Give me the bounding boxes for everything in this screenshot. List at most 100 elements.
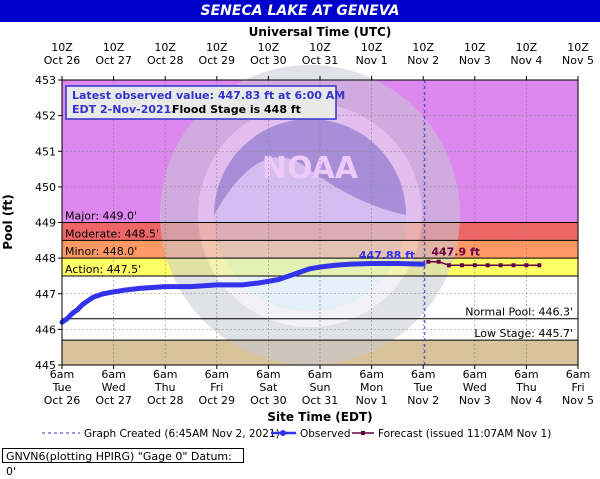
hydrograph-chart: NOAA Major: 449.0' Moderate: 448.5' Minor: … <box>1 25 594 440</box>
observed-point <box>395 261 400 266</box>
x-tick-label-day: Mon <box>360 381 383 394</box>
y-tick-label: 450 <box>35 181 56 194</box>
low-stage-label: Low Stage: 445.7' <box>474 327 573 340</box>
x-tick-label-date: Oct 29 <box>199 394 236 407</box>
stage-label-action: Action: 447.5' <box>65 263 141 276</box>
y-tick-label: 447 <box>35 288 56 301</box>
watermark-text: NOAA <box>262 151 359 186</box>
top-tick-label-date: Nov 2 <box>407 54 439 67</box>
top-tick-label-date: Nov 5 <box>562 54 594 67</box>
x-tick-label-time: 6am <box>101 368 125 381</box>
x-tick-label-time: 6am <box>411 368 435 381</box>
watermark-wave <box>214 157 406 311</box>
x-tick-label-day: Sun <box>310 381 331 394</box>
x-tick-label-date: Nov 2 <box>407 394 439 407</box>
top-tick-label-time: 10Z <box>361 41 383 54</box>
observed-point <box>75 307 80 313</box>
x-tick-label-date: Nov 1 <box>356 394 388 407</box>
x-tick-label-time: 6am <box>256 368 280 381</box>
info-flood-stage: Flood Stage is 448 ft <box>172 103 301 116</box>
forecast-point <box>472 263 477 268</box>
observed-point <box>64 316 70 321</box>
legend-forecast-label: Forecast (issued 11:07AM Nov 1) <box>378 428 551 440</box>
observed-point <box>240 282 245 288</box>
x-tick-label-date: Oct 30 <box>250 394 287 407</box>
x-tick-label-date: Nov 4 <box>510 394 542 407</box>
observed-point <box>348 261 354 267</box>
top-tick-label-time: 10Z <box>206 41 228 54</box>
top-axis-label: Universal Time (UTC) <box>249 25 392 39</box>
x-tick-label-day: Sat <box>259 381 278 394</box>
stage-label-major: Major: 449.0' <box>65 210 137 223</box>
observed-point <box>317 264 323 270</box>
x-tick-label-day: Thu <box>515 381 537 394</box>
x-tick-label-time: 6am <box>153 368 177 381</box>
legend-observed-label: Observed <box>300 428 351 440</box>
x-tick-label-time: 6am <box>514 368 538 381</box>
forecast-point <box>426 259 431 264</box>
observed-point <box>137 286 142 291</box>
observed-point <box>286 273 292 279</box>
top-tick-label-date: Oct 30 <box>250 54 287 67</box>
forecast-first-label: 447.9 ft <box>431 246 480 259</box>
legend-graph-created-label: Graph Created (6:45AM Nov 2, 2021) <box>84 428 280 440</box>
top-tick-label-time: 10Z <box>154 41 176 54</box>
top-tick-label-time: 10Z <box>567 41 589 54</box>
x-tick-label-day: Wed <box>463 381 487 394</box>
top-tick-label-date: Oct 31 <box>302 54 339 67</box>
observed-point <box>188 284 194 289</box>
top-tick-label-date: Oct 28 <box>147 54 184 67</box>
observed-point <box>276 277 282 282</box>
top-tick-label-date: Oct 26 <box>44 54 81 67</box>
forecast-point <box>485 263 490 268</box>
x-tick-label-date: Nov 3 <box>459 394 491 407</box>
forecast-point <box>459 263 464 268</box>
noaa-watermark: NOAA <box>160 65 460 365</box>
y-tick-label: 453 <box>35 74 56 87</box>
observed-last-label: 447.88 ft <box>359 249 415 262</box>
y-tick-label: 445 <box>35 359 56 372</box>
y-tick-label: 451 <box>35 145 56 158</box>
info-latest-value: Latest observed value: 447.83 ft at 6:00… <box>72 89 345 102</box>
x-tick-label-date: Oct 28 <box>147 394 184 407</box>
top-tick-label-time: 10Z <box>412 41 434 54</box>
observed-point <box>333 262 338 268</box>
observed-point <box>297 270 302 275</box>
observed-point <box>266 278 271 284</box>
normal-pool-label: Normal Pool: 446.3' <box>465 306 573 319</box>
datum-footnote: GNVN6(plotting HPIRG) "Gage 0" Datum: 0' <box>2 448 244 478</box>
x-tick-label-time: 6am <box>50 368 74 381</box>
x-axis-label: Site Time (EDT) <box>267 410 372 424</box>
forecast-point <box>537 263 542 268</box>
forecast-point <box>524 263 529 268</box>
forecast-line <box>428 260 540 266</box>
forecast-point <box>511 263 516 268</box>
top-tick-label-date: Nov 1 <box>356 54 388 67</box>
forecast-point <box>436 259 441 264</box>
stage-label-minor: Minor: 448.0' <box>65 245 137 258</box>
legend-observed-marker <box>280 430 286 436</box>
observed-point <box>255 280 261 286</box>
observed-point <box>80 302 85 307</box>
x-tick-label-date: Oct 26 <box>44 394 81 407</box>
x-tick-label-date: Oct 27 <box>95 394 132 407</box>
observed-point <box>307 266 312 272</box>
x-tick-label-day: Tue <box>413 381 433 394</box>
top-tick-label-time: 10Z <box>309 41 331 54</box>
observed-point <box>100 291 106 297</box>
x-tick-label-time: 6am <box>359 368 383 381</box>
observed-point <box>369 261 374 266</box>
x-tick-label-day: Tue <box>52 381 72 394</box>
top-tick-label-time: 10Z <box>464 41 486 54</box>
x-tick-label-time: 6am <box>205 368 229 381</box>
top-tick-label-date: Oct 27 <box>95 54 132 67</box>
x-tick-label-day: Fri <box>571 381 584 394</box>
x-tick-label-day: Fri <box>210 381 223 394</box>
x-tick-label-time: 6am <box>308 368 332 381</box>
y-tick-label: 446 <box>35 323 56 336</box>
top-tick-label-time: 10Z <box>51 41 73 54</box>
top-tick-label-time: 10Z <box>516 41 538 54</box>
top-tick-label-time: 10Z <box>103 41 125 54</box>
x-tick-label-day: Thu <box>154 381 176 394</box>
info-box <box>65 85 337 120</box>
